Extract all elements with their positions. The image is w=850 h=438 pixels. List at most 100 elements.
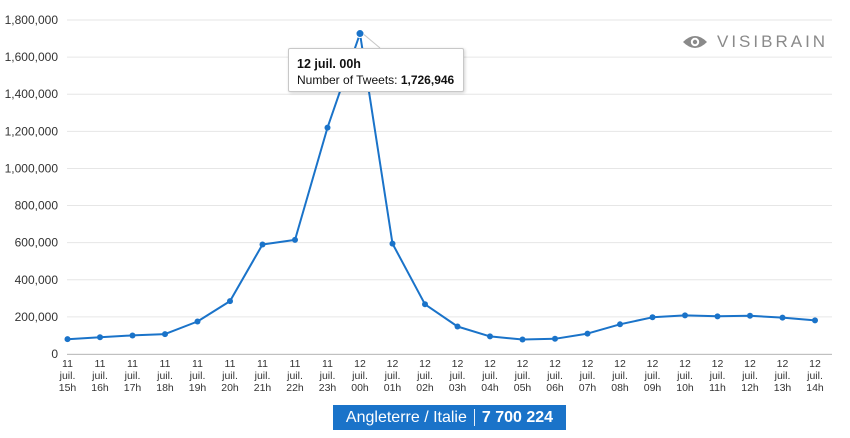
x-tick-label-line: 12 [809,358,821,370]
x-tick-label-line: 12 [777,358,789,370]
x-tick-label-line: 20h [221,382,239,394]
data-point [584,330,591,337]
banner-separator [473,409,475,426]
x-tick-label-line: juil. [91,370,108,382]
data-point [552,335,558,342]
y-tick-label: 600,000 [15,236,59,250]
x-tick-label-line: 19h [189,382,207,394]
x-tick-label: 11 juil. 22h [286,358,304,394]
x-tick-label-line: juil. [384,370,401,382]
x-tick-label-line: juil. [676,370,693,382]
y-tick-label: 400,000 [15,273,59,287]
series-line [67,32,816,341]
x-tick-label: 12 juil. 05h [514,358,532,394]
x-tick-label-line: juil. [579,370,596,382]
x-tick-label: 12 juil. 10h [676,358,694,394]
x-tick-label-line: 15h [59,382,77,394]
data-point [194,318,201,325]
x-tick-label-line: 11 [62,358,73,370]
x-tick-label-line: 11 [225,358,236,370]
x-tick-label-line: 01h [384,382,402,394]
x-tick-label-line: 12 [712,358,724,370]
data-point [324,124,331,131]
data-point [617,321,623,328]
x-tick-label-line: 11 [257,358,268,370]
x-tick-label-line: 11 [95,358,106,370]
x-tick-label-line: 17h [124,382,142,394]
x-tick-label: 12 juil. 01h [384,358,402,394]
x-tick-label-line: 11 [160,358,171,370]
data-point [714,313,721,320]
x-tick-label-line: juil. [806,370,823,382]
data-point [227,298,233,305]
x-tick-label-line: 12 [484,358,496,370]
x-tick-label-line: juil. [644,370,661,382]
x-tick-label-line: 03h [449,382,467,394]
total-tweets-banner: Angleterre / Italie 7 700 224 [333,405,566,430]
x-tick-label-line: 12 [679,358,691,370]
tooltip-label: Number of Tweets: [297,73,401,87]
x-tick-label-line: juil. [709,370,726,382]
x-tick-label-line: juil. [741,370,758,382]
x-tick-label-line: 06h [546,382,564,394]
x-tick-label-line: 12 [354,358,366,370]
x-tick-label-line: juil. [481,370,498,382]
data-point [454,323,461,330]
x-tick-label-line: 00h [351,382,369,394]
x-tick-label-line: 02h [416,382,434,394]
x-tick-label-line: 18h [156,382,174,394]
x-tick-label-line: juil. [156,370,173,382]
x-tick-label-line: 11 [192,358,203,370]
x-tick-label-line: juil. [59,370,76,382]
x-tick-label: 11 juil. 19h [189,358,207,394]
data-point [389,240,396,247]
data-point [64,336,71,343]
x-tick-label-line: 13h [774,382,792,394]
x-tick-label: 11 juil. 21h [254,358,272,394]
x-tick-label-line: 16h [91,382,109,394]
tooltip-pointer [363,34,381,49]
x-tick-label-line: juil. [514,370,531,382]
data-point [682,312,688,319]
x-tick-label: 12 juil. 02h [416,358,434,394]
data-point [292,236,298,243]
data-point [519,336,526,343]
tweets-line-chart: 0 200,000 400,000 600,000 800,000 1,000,000 1,… [5,13,832,394]
x-tick-label-line: 12 [452,358,464,370]
y-tick-label: 800,000 [15,199,59,213]
x-tick-label: 11 juil. 17h [124,358,142,394]
x-tick-label-line: juil. [449,370,466,382]
x-tick-label-line: 14h [806,382,824,394]
data-point [487,333,493,340]
x-tick-label: 12 juil. 00h [351,358,369,394]
x-tick-label-line: 12h [741,382,759,394]
tooltip-value: 1,726,946 [400,73,455,87]
x-tick-label-line: 12 [614,358,626,370]
x-tick-label-line: 07h [579,382,597,394]
brand-name: VISIBRAIN [717,32,829,51]
x-tick-label-line: 22h [286,382,304,394]
x-tick-label-line: juil. [319,370,336,382]
x-tick-label-line: juil. [611,370,628,382]
data-point [649,314,656,321]
x-tick-label: 12 juil. 13h [774,358,792,394]
x-tick-label-line: 11 [290,358,301,370]
x-tick-label: 11 juil. 23h [319,358,337,394]
y-tick-label: 1,200,000 [5,124,59,138]
x-tick-label-line: juil. [221,370,238,382]
x-tick-label-line: 21h [254,382,272,394]
x-tick-label-line: 05h [514,382,532,394]
x-tick-label-line: 12 [387,358,399,370]
eye-icon [683,36,707,48]
x-tick-label-line: 12 [582,358,594,370]
x-tick-label-line: 23h [319,382,337,394]
x-tick-label-line: 12 [517,358,529,370]
y-tick-label: 1,600,000 [5,50,59,64]
visibrain-logo: VISIBRAIN [682,32,828,52]
y-tick-label: 1,800,000 [5,13,59,27]
x-tick-label-line: 09h [644,382,662,394]
x-tick-label-line: 08h [611,382,629,394]
data-point [812,317,818,324]
y-tick-label: 0 [51,347,58,361]
x-tick-label-line: 12 [744,358,756,370]
